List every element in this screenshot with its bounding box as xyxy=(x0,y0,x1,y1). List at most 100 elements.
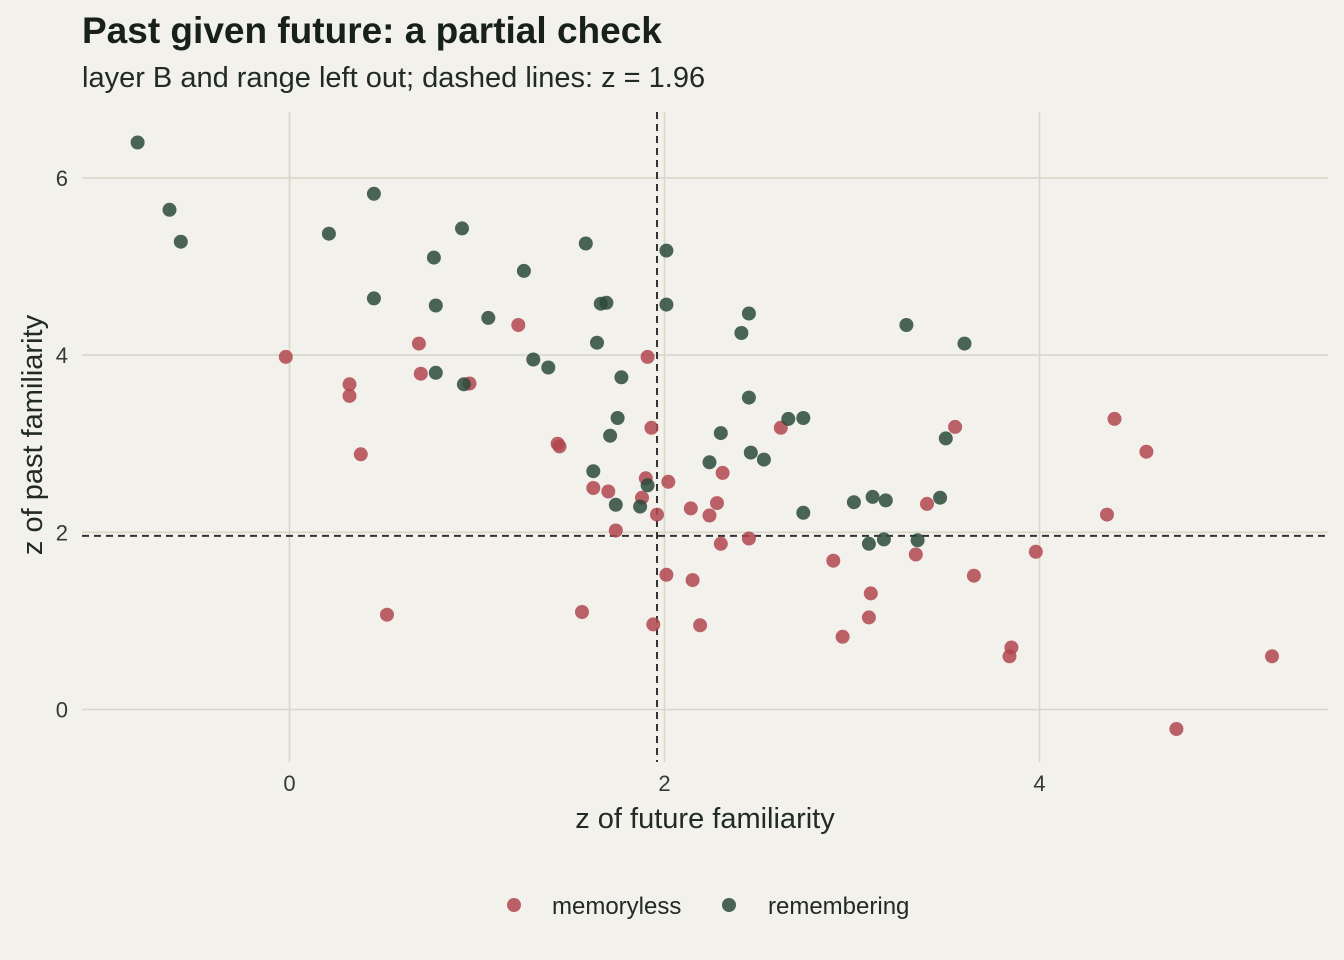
data-point-remembering xyxy=(366,291,381,306)
data-point-remembering xyxy=(526,352,541,367)
legend-label-memoryless: memoryless xyxy=(552,893,681,920)
data-point-remembering xyxy=(428,365,443,380)
data-point-remembering xyxy=(756,452,771,467)
data-point-memoryless xyxy=(713,536,728,551)
data-point-memoryless xyxy=(835,629,850,644)
data-point-remembering xyxy=(659,243,674,258)
legend: memoryless remembering xyxy=(507,893,909,920)
data-point-remembering xyxy=(743,445,758,460)
series-memoryless xyxy=(278,318,1279,736)
data-point-memoryless xyxy=(644,420,659,435)
data-point-remembering xyxy=(876,532,891,547)
data-point-remembering xyxy=(741,390,756,405)
y-tick-label: 0 xyxy=(56,698,68,723)
data-point-remembering xyxy=(586,464,601,479)
legend-swatch-memoryless xyxy=(507,898,521,912)
data-point-remembering xyxy=(130,135,145,150)
series-remembering xyxy=(130,135,972,551)
data-point-memoryless xyxy=(646,617,661,632)
data-point-remembering xyxy=(734,326,749,340)
data-point-memoryless xyxy=(1169,722,1184,736)
data-point-memoryless xyxy=(685,573,700,588)
data-point-remembering xyxy=(162,202,177,217)
data-point-remembering xyxy=(590,335,604,350)
data-point-remembering xyxy=(796,411,811,425)
data-point-memoryless xyxy=(1139,444,1154,459)
data-point-memoryless xyxy=(693,618,708,633)
y-tick-label: 2 xyxy=(56,520,68,545)
chart-title: Past given future: a partial check xyxy=(82,10,662,51)
data-point-memoryless xyxy=(1107,411,1122,426)
x-tick-label: 2 xyxy=(658,771,670,796)
data-point-memoryless xyxy=(661,474,676,489)
data-point-remembering xyxy=(481,310,496,325)
data-point-memoryless xyxy=(650,507,664,522)
data-point-memoryless xyxy=(659,567,674,582)
data-point-memoryless xyxy=(908,547,923,562)
data-point-memoryless xyxy=(715,465,730,480)
data-point-memoryless xyxy=(586,481,601,495)
data-point-remembering xyxy=(599,295,614,310)
data-point-memoryless xyxy=(552,439,567,454)
data-point-remembering xyxy=(910,533,925,548)
reference-lines xyxy=(82,112,1328,762)
data-point-memoryless xyxy=(702,508,717,523)
y-axis-title: z of past familiarity xyxy=(17,314,49,555)
data-point-memoryless xyxy=(1028,544,1043,559)
data-point-remembering xyxy=(640,478,655,493)
data-point-memoryless xyxy=(411,336,426,351)
data-point-memoryless xyxy=(575,605,589,619)
data-point-remembering xyxy=(366,186,381,201)
grid-lines xyxy=(82,112,1328,762)
data-point-remembering xyxy=(659,297,674,312)
data-point-memoryless xyxy=(278,349,293,364)
data-point-memoryless xyxy=(640,349,655,364)
data-point-memoryless xyxy=(1265,649,1279,664)
data-point-memoryless xyxy=(342,388,357,403)
data-point-memoryless xyxy=(741,531,756,546)
data-point-remembering xyxy=(455,221,469,236)
data-point-memoryless xyxy=(1004,640,1019,655)
data-point-remembering xyxy=(938,431,953,446)
x-tick-label: 0 xyxy=(283,771,295,796)
data-point-remembering xyxy=(933,490,948,505)
data-point-remembering xyxy=(899,318,914,332)
data-point-memoryless xyxy=(826,553,841,568)
data-point-memoryless xyxy=(601,484,616,499)
data-point-remembering xyxy=(878,493,893,508)
data-point-memoryless xyxy=(948,419,963,434)
data-point-remembering xyxy=(957,336,972,351)
legend-label-remembering: remembering xyxy=(768,893,909,920)
data-point-memoryless xyxy=(863,586,878,601)
tick-labels: 0 2 4 0 2 4 6 xyxy=(56,166,1046,796)
data-point-remembering xyxy=(321,226,336,241)
data-point-remembering xyxy=(541,360,556,375)
data-point-memoryless xyxy=(966,568,981,583)
data-point-memoryless xyxy=(380,607,394,622)
data-point-remembering xyxy=(713,426,728,441)
data-point-remembering xyxy=(428,298,443,313)
data-points xyxy=(130,135,1279,736)
data-point-remembering xyxy=(702,455,717,470)
data-point-memoryless xyxy=(683,501,698,516)
x-axis-title: z of future familiarity xyxy=(575,803,835,835)
data-point-remembering xyxy=(516,263,531,278)
data-point-memoryless xyxy=(920,496,934,511)
data-point-memoryless xyxy=(608,523,623,538)
legend-swatch-remembering xyxy=(722,898,736,912)
data-point-memoryless xyxy=(710,496,724,511)
data-point-remembering xyxy=(456,377,471,392)
data-point-remembering xyxy=(796,505,811,520)
data-point-memoryless xyxy=(861,610,876,625)
data-point-remembering xyxy=(603,428,618,443)
chart-subtitle: layer B and range left out; dashed lines… xyxy=(82,62,706,94)
data-point-remembering xyxy=(741,306,756,321)
data-point-remembering xyxy=(865,489,880,504)
data-point-remembering xyxy=(614,370,629,385)
data-point-remembering xyxy=(173,234,188,249)
data-point-remembering xyxy=(633,499,648,514)
data-point-remembering xyxy=(578,236,593,251)
data-point-memoryless xyxy=(353,447,368,462)
data-point-remembering xyxy=(426,250,441,265)
